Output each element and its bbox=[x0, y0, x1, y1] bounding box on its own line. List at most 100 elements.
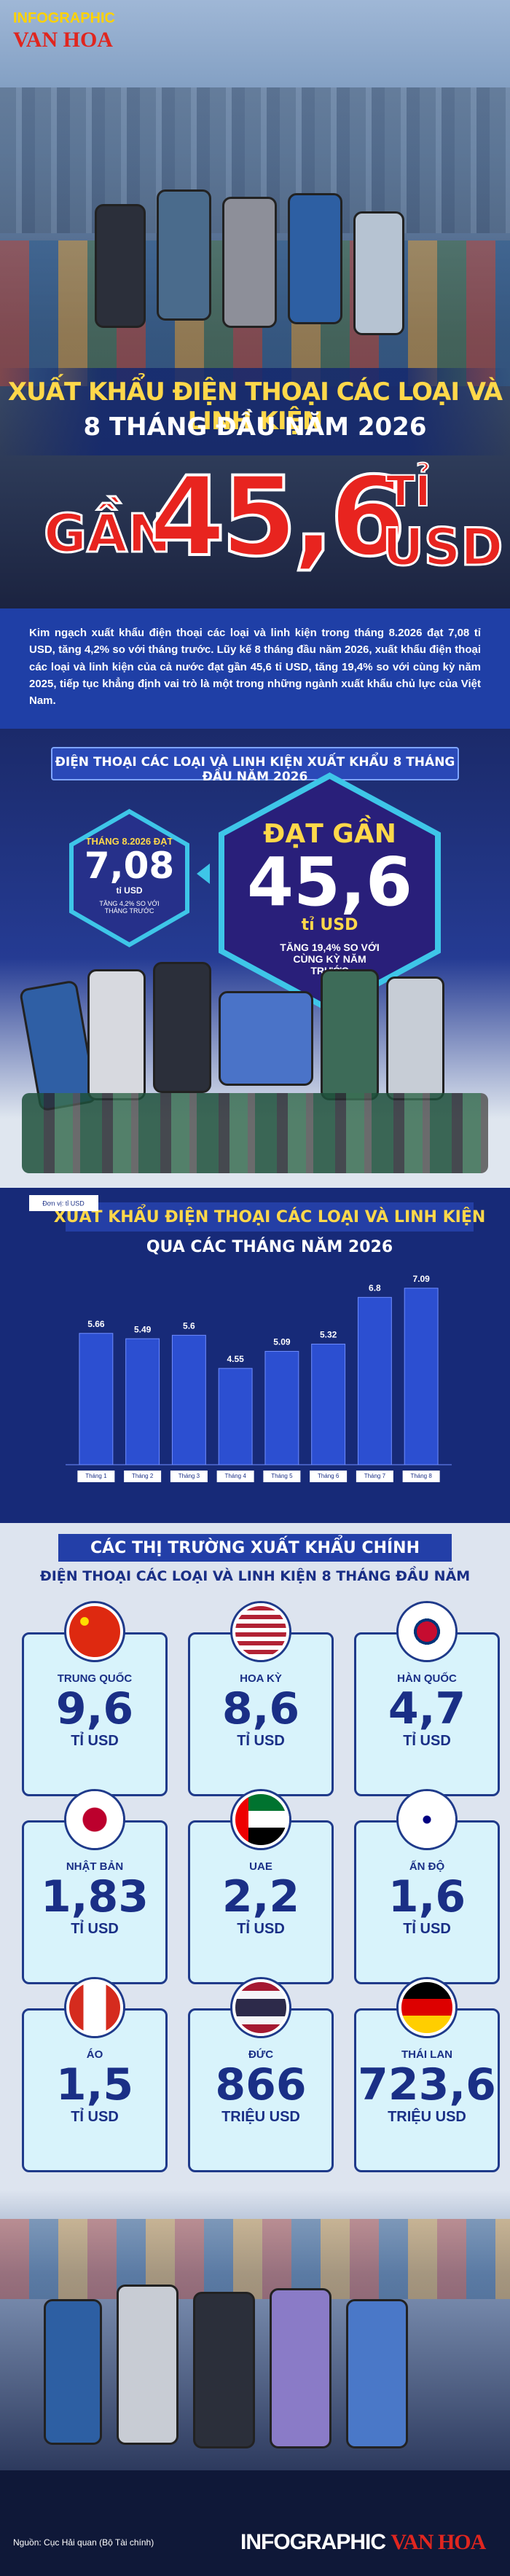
market-unit: TRIỆU USD bbox=[388, 2109, 466, 2125]
market-value: 1,83 bbox=[40, 1871, 149, 1922]
market-unit: TỈ USD bbox=[71, 2109, 119, 2125]
markets-subtitle: ĐIỆN THOẠI CÁC LOẠI VÀ LINH KIỆN 8 THÁNG… bbox=[39, 1568, 471, 1584]
market-name: THÁI LAN bbox=[401, 2048, 452, 2061]
data-label: 5.6 bbox=[183, 1321, 195, 1331]
flag bbox=[399, 1791, 455, 1848]
flag bbox=[232, 1979, 289, 2036]
summary-banner-text: ĐIỆN THOẠI CÁC LOẠI VÀ LINH KIỆN XUẤT KH… bbox=[55, 755, 455, 784]
bar bbox=[171, 1334, 206, 1465]
market-name: ẤN ĐỘ bbox=[409, 1860, 445, 1873]
summary: ĐIỆN THOẠI CÁC LOẠI VÀ LINH KIỆN XUẤT KH… bbox=[0, 729, 510, 1188]
phone bbox=[157, 189, 211, 321]
chart-title: XUẤT KHẨU ĐIỆN THOẠI CÁC LOẠI VÀ LINH KI… bbox=[54, 1205, 486, 1226]
x-tick-box bbox=[263, 1471, 301, 1482]
phone bbox=[153, 962, 211, 1093]
market-name: HOA KỲ bbox=[240, 1672, 282, 1685]
market-value: 1,6 bbox=[388, 1871, 466, 1922]
chart-title-band bbox=[66, 1202, 474, 1232]
bar bbox=[264, 1350, 299, 1465]
x-tick-label: Tháng 8 bbox=[410, 1473, 432, 1479]
footer: Nguồn: Cục Hải quan (Bộ Tài chính) INFOG… bbox=[0, 2470, 510, 2576]
data-label: 6.8 bbox=[369, 1283, 381, 1293]
x-tick-label: Tháng 7 bbox=[364, 1473, 386, 1479]
markets: CÁC THỊ TRƯỜNG XUẤT KHẨU CHÍNH ĐIỆN THOẠ… bbox=[0, 1523, 510, 2190]
x-tick-box bbox=[216, 1471, 254, 1482]
logo-top-text: INFOGRAPHIC bbox=[13, 10, 115, 26]
market-value: 1,5 bbox=[55, 2059, 134, 2110]
market-unit: TỈ USD bbox=[237, 1733, 285, 1749]
market-value: 9,6 bbox=[55, 1683, 134, 1734]
logo-bottom: VAN HOA bbox=[13, 28, 113, 52]
market-name: UAE bbox=[249, 1860, 272, 1873]
phone bbox=[44, 2299, 102, 2445]
market-unit: TỈ USD bbox=[237, 1921, 285, 1937]
hex-note: TĂNG 4,2% SO VỚI THÁNG TRƯỚC bbox=[99, 899, 160, 915]
arrow bbox=[197, 864, 210, 884]
flag bbox=[66, 1791, 123, 1848]
flag bbox=[399, 1603, 455, 1660]
flag bbox=[399, 1979, 455, 2036]
bar bbox=[125, 1338, 160, 1465]
bar bbox=[357, 1296, 392, 1465]
market-value: 723,6 bbox=[358, 2059, 496, 2110]
hex-label: ĐẠT GẦN bbox=[263, 819, 396, 849]
phone bbox=[321, 969, 379, 1100]
phone bbox=[353, 211, 404, 335]
footer-logo-left: INFOGRAPHIC bbox=[240, 2530, 386, 2554]
intro-band: Kim ngạch xuất khẩu điện thoại các loại … bbox=[0, 608, 510, 729]
bar bbox=[79, 1333, 114, 1465]
data-label: 5.66 bbox=[87, 1319, 105, 1329]
hex-small: THÁNG 8.2026 ĐẠT 7,08 tỉ USD TĂNG 4,2% S… bbox=[74, 814, 185, 942]
source: Nguồn: Cục Hải quan (Bộ Tài chính) bbox=[13, 2537, 154, 2548]
flag bbox=[232, 1603, 289, 1660]
footer-logo: INFOGRAPHIC VAN HOA bbox=[240, 2530, 486, 2555]
bottom-image bbox=[0, 2190, 510, 2470]
unit-box bbox=[29, 1195, 98, 1211]
x-tick-label: Tháng 1 bbox=[85, 1473, 107, 1479]
title-line: XUẤT KHẨU ĐIỆN THOẠI CÁC LOẠI VÀ LINH KI… bbox=[7, 377, 503, 436]
bar bbox=[311, 1343, 346, 1465]
phone bbox=[87, 969, 146, 1100]
title-line: 8 THÁNG ĐẦU NĂM 2026 bbox=[83, 412, 427, 442]
market-name: ÁO bbox=[86, 2048, 103, 2061]
market-unit: TỈ USD bbox=[403, 1921, 451, 1937]
market-name: TRUNG QUỐC bbox=[57, 1672, 133, 1685]
y-axis-label: Đơn vị: tỉ USD bbox=[42, 1199, 85, 1207]
headline-unit: USD bbox=[381, 517, 503, 579]
x-tick-label: Tháng 5 bbox=[271, 1473, 293, 1479]
headline-value: 45,6 bbox=[148, 454, 407, 581]
phone bbox=[18, 979, 98, 1112]
phone bbox=[346, 2299, 408, 2448]
phone bbox=[95, 204, 146, 328]
data-label: 5.09 bbox=[273, 1337, 291, 1347]
market-value: 2,2 bbox=[221, 1871, 300, 1922]
phone bbox=[193, 2292, 255, 2448]
markets-title: CÁC THỊ TRƯỜNG XUẤT KHẨU CHÍNH bbox=[90, 1539, 420, 1557]
x-tick-box bbox=[124, 1471, 162, 1482]
hex-unit: tỉ USD bbox=[301, 916, 358, 934]
x-tick-label: Tháng 3 bbox=[178, 1473, 200, 1479]
x-tick-label: Tháng 2 bbox=[132, 1473, 154, 1479]
phone bbox=[270, 2288, 332, 2448]
x-tick-box bbox=[356, 1471, 393, 1482]
components bbox=[22, 1093, 488, 1173]
market-unit: TỈ USD bbox=[403, 1733, 451, 1749]
phone bbox=[386, 976, 444, 1100]
phone bbox=[219, 991, 313, 1086]
phone bbox=[117, 2285, 178, 2445]
x-tick-label: Tháng 6 bbox=[318, 1473, 340, 1479]
phone bbox=[288, 193, 342, 324]
chart-subtitle: QUA CÁC THÁNG NĂM 2026 bbox=[146, 1237, 393, 1256]
phone bbox=[222, 197, 277, 328]
data-label: 5.32 bbox=[320, 1330, 337, 1340]
hex-value: 7,08 bbox=[84, 845, 175, 887]
x-tick-box bbox=[402, 1471, 440, 1482]
x-tick-box bbox=[170, 1471, 208, 1482]
header: INFOGRAPHIC VAN HOA XUẤT KHẨU ĐIỆN THOẠI… bbox=[0, 0, 510, 608]
headline-unit: TỈ bbox=[385, 466, 431, 517]
markets-title-band bbox=[58, 1534, 452, 1562]
hex-value: 45,6 bbox=[247, 843, 412, 921]
market-name: ĐỨC bbox=[248, 2048, 274, 2061]
market-value: 8,6 bbox=[221, 1683, 300, 1734]
